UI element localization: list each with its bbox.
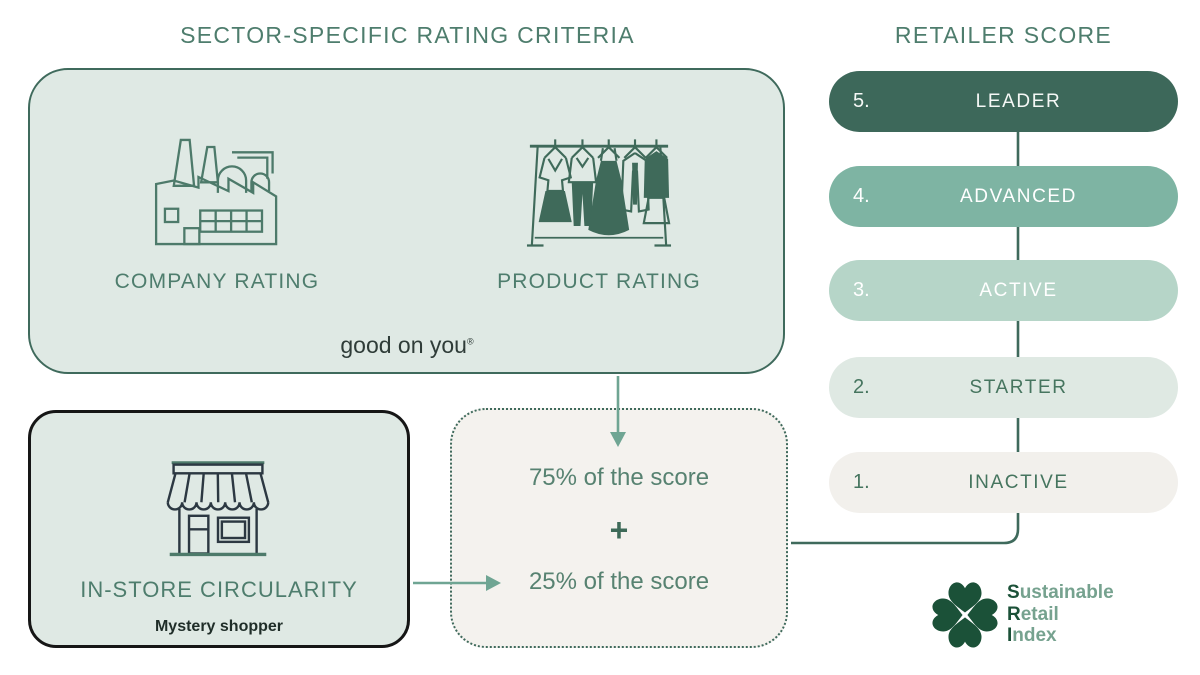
company-rating-label: COMPANY RATING <box>114 270 320 293</box>
score-level-label: INACTIVE <box>968 471 1069 493</box>
score-level-starter: 2. STARTER <box>829 357 1178 418</box>
score-level-label: LEADER <box>975 90 1062 112</box>
score-level-label: ACTIVE <box>979 279 1058 301</box>
score-level-label: STARTER <box>969 376 1068 398</box>
score-25-label: 25% of the score <box>528 568 710 595</box>
clover-icon <box>932 582 998 648</box>
logo-line: Sustainable <box>1007 582 1114 603</box>
retailer-score-title: RETAILER SCORE <box>894 22 1113 48</box>
good-on-you-logo: good on you® <box>282 332 532 359</box>
instore-circularity-box: IN-STORE CIRCULARITY Mystery shopper <box>28 410 410 648</box>
score-level-number: 1. <box>853 471 870 493</box>
clothing-rack-icon <box>526 139 672 247</box>
score-level-number: 2. <box>853 376 870 398</box>
score-composition-box: 75% of the score + 25% of the score <box>450 408 788 648</box>
logo-line: Retail <box>1007 603 1059 625</box>
sri-logo-wordmark: Sustainable Retail Index <box>1007 582 1114 647</box>
mystery-shopper-label: Mystery shopper <box>154 618 284 635</box>
score-level-leader: 5. LEADER <box>829 71 1178 132</box>
score-level-number: 5. <box>853 90 870 112</box>
score-level-number: 3. <box>853 279 870 301</box>
score-level-label: ADVANCED <box>960 185 1077 207</box>
plus-sign: + <box>609 512 629 548</box>
good-on-you-wordmark: good on you <box>340 332 467 358</box>
storefront-icon <box>166 461 270 557</box>
factory-icon <box>154 138 278 246</box>
criteria-title: SECTOR-SPECIFIC RATING CRITERIA <box>180 22 635 48</box>
instore-circularity-label: IN-STORE CIRCULARITY <box>80 577 358 602</box>
score-level-number: 4. <box>853 185 870 207</box>
score-75-label: 75% of the score <box>528 464 710 491</box>
registered-mark: ® <box>466 336 474 347</box>
product-rating-label: PRODUCT RATING <box>497 270 701 293</box>
score-level-active: 3. ACTIVE <box>829 260 1178 321</box>
rating-criteria-box: COMPANY RATING <box>28 68 785 374</box>
logo-line: Index <box>1007 625 1057 646</box>
score-level-inactive: 1. INACTIVE <box>829 452 1178 513</box>
score-level-advanced: 4. ADVANCED <box>829 166 1178 227</box>
